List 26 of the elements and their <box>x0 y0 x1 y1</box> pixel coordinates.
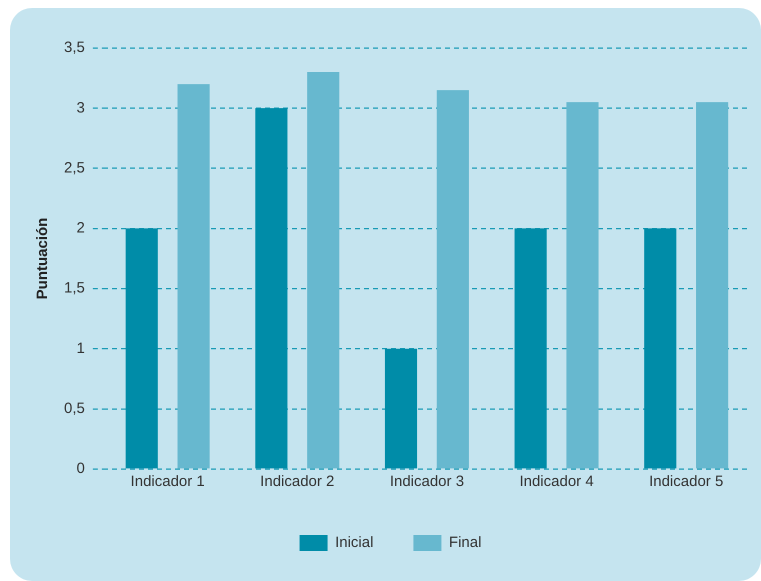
x-tick-label: Indicador 4 <box>519 473 594 490</box>
y-tick-label: 0,5 <box>64 400 85 417</box>
bar <box>255 108 288 468</box>
y-axis-title: Puntuación <box>34 218 52 300</box>
bar <box>566 102 599 468</box>
bar <box>644 228 676 468</box>
x-tick-label: Indicador 1 <box>130 473 205 490</box>
legend-label: Inicial <box>335 534 374 552</box>
y-tick-label: 0 <box>76 460 85 478</box>
x-tick-label: Indicador 5 <box>649 473 724 490</box>
y-tick-label: 3 <box>76 99 85 116</box>
bar <box>126 228 158 468</box>
y-tick-label: 1,5 <box>64 280 85 297</box>
y-tick-label: 1 <box>76 340 85 357</box>
bar <box>696 102 728 468</box>
y-tick-label: 2 <box>76 220 85 237</box>
bar <box>178 84 210 468</box>
y-tick-label: 2,5 <box>64 159 85 176</box>
bar <box>384 348 418 468</box>
bar <box>307 72 340 468</box>
x-tick-label: Indicador 3 <box>390 473 464 490</box>
y-tick-label: 3,5 <box>64 39 85 56</box>
legend-label: Final <box>448 534 482 552</box>
bar <box>514 228 547 468</box>
x-tick-label: Indicador 2 <box>260 473 334 490</box>
bar <box>436 90 469 468</box>
